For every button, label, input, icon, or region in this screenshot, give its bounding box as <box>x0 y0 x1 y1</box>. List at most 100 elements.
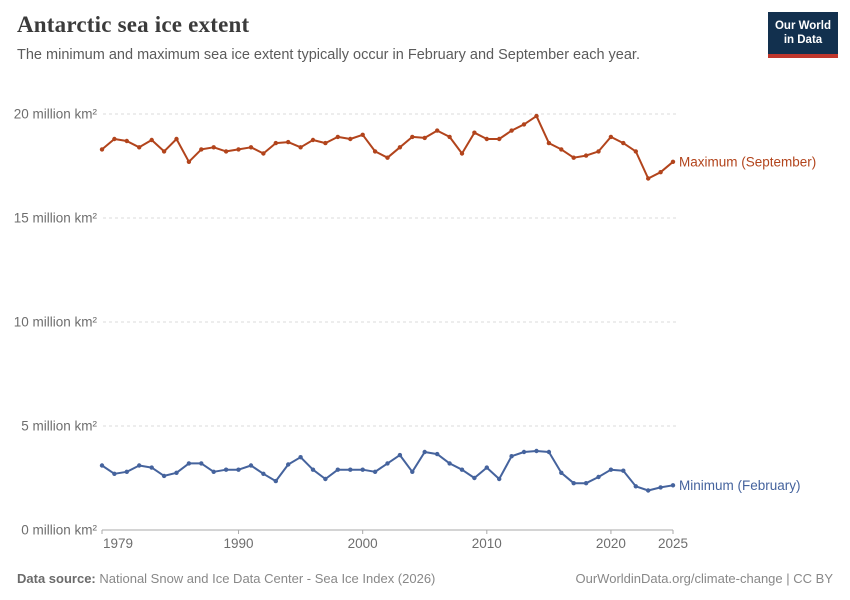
data-point <box>236 147 241 152</box>
chart-subtitle: The minimum and maximum sea ice extent t… <box>17 47 640 63</box>
data-source-label: Data source: <box>17 571 96 586</box>
data-point <box>397 452 403 458</box>
data-point <box>583 153 589 158</box>
data-point <box>124 138 129 144</box>
data-point <box>174 136 179 142</box>
data-point <box>348 136 353 142</box>
data-point <box>559 147 564 152</box>
y-tick-label: 15 million km² <box>14 211 98 226</box>
data-point <box>447 134 452 140</box>
data-point <box>335 467 340 472</box>
data-source-note: Data source: National Snow and Ice Data … <box>17 571 435 586</box>
data-point <box>261 471 266 476</box>
data-point <box>161 149 167 154</box>
data-point <box>360 132 365 137</box>
license-label: CC BY <box>793 571 833 586</box>
data-point <box>410 134 415 140</box>
data-point <box>149 137 154 143</box>
x-tick-label: 1990 <box>224 536 254 551</box>
series-label-maximum-september[interactable]: Maximum (September) <box>679 154 816 169</box>
data-point <box>435 128 440 133</box>
data-point <box>509 128 514 133</box>
data-point <box>521 449 527 455</box>
series-line-maximum-september <box>101 115 674 180</box>
data-point <box>286 139 291 145</box>
data-point <box>571 155 576 160</box>
data-point <box>161 473 167 479</box>
data-point <box>99 463 105 468</box>
data-point <box>186 159 192 164</box>
data-point <box>633 149 638 154</box>
data-point <box>646 488 651 493</box>
data-point <box>211 145 216 150</box>
data-point <box>559 470 564 475</box>
data-point <box>174 470 179 475</box>
chart-footer: Data source: National Snow and Ice Data … <box>17 571 833 586</box>
data-point <box>596 149 601 154</box>
data-point <box>323 140 328 146</box>
data-point <box>633 484 638 489</box>
data-point <box>658 170 663 175</box>
footer-separator: | <box>782 571 794 586</box>
owid-logo-line2: in Data <box>783 34 823 47</box>
data-point <box>484 465 489 470</box>
owid-logo-line1: Our World <box>774 20 831 32</box>
data-point <box>248 463 254 468</box>
data-point <box>236 467 241 472</box>
data-point <box>472 475 477 481</box>
data-point <box>534 113 539 119</box>
data-point <box>447 461 452 466</box>
chart-header: Antarctic sea ice extent The minimum and… <box>17 12 757 63</box>
data-point <box>422 135 427 141</box>
data-point <box>546 449 552 455</box>
y-tick-label: 5 million km² <box>21 419 97 434</box>
x-tick-label: 1979 <box>103 536 133 551</box>
data-point <box>372 149 378 154</box>
chart-title: Antarctic sea ice extent <box>17 12 250 37</box>
series-markers-maximum-september <box>99 113 676 181</box>
y-tick-label: 10 million km² <box>14 315 98 330</box>
data-point <box>459 151 465 156</box>
owid-logo-red-bar <box>768 53 838 58</box>
data-point <box>658 485 663 490</box>
data-point <box>348 467 353 472</box>
owid-link[interactable]: OurWorldinData.org/climate-change <box>575 571 783 586</box>
data-point <box>298 145 303 150</box>
data-point <box>385 461 390 466</box>
data-point <box>323 476 328 482</box>
owid-logo-box: Our World in Data <box>768 12 838 54</box>
data-point <box>583 481 589 486</box>
data-point <box>484 136 489 142</box>
data-point <box>497 476 502 482</box>
data-point <box>546 140 552 146</box>
y-tick-label: 0 million km² <box>21 523 97 538</box>
owid-logo[interactable]: Our World in Data <box>768 12 838 58</box>
data-point <box>497 136 502 142</box>
data-point <box>621 140 626 146</box>
data-point <box>199 461 204 466</box>
data-point <box>596 474 601 480</box>
data-point <box>459 467 465 472</box>
data-point <box>385 155 390 160</box>
footer-attribution: OurWorldinData.org/climate-change | CC B… <box>576 571 833 586</box>
data-point <box>273 140 278 146</box>
x-tick-label: 2025 <box>658 536 688 551</box>
data-point <box>137 145 142 150</box>
data-point <box>124 469 129 474</box>
data-point <box>435 451 440 457</box>
data-point <box>298 455 303 460</box>
x-tick-label: 2000 <box>348 536 378 551</box>
series-label-minimum-february[interactable]: Minimum (February) <box>679 478 801 493</box>
data-point <box>137 463 142 468</box>
data-point <box>670 483 676 488</box>
y-tick-label: 20 million km² <box>14 107 98 122</box>
data-point <box>310 467 316 472</box>
data-point <box>99 147 105 152</box>
data-point <box>521 122 527 127</box>
data-point <box>248 145 254 150</box>
data-point <box>149 465 154 470</box>
data-point <box>534 448 539 454</box>
x-tick-label: 2020 <box>596 536 626 551</box>
